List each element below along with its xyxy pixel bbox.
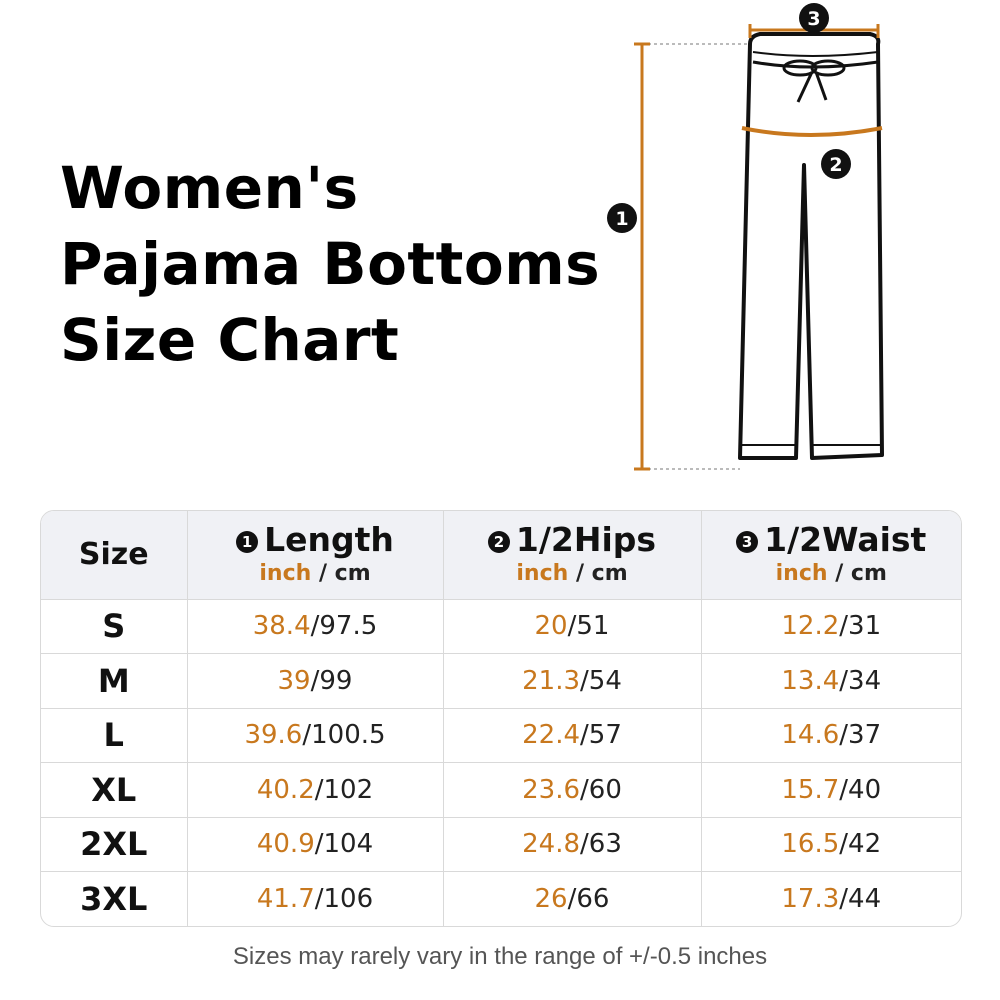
waist-column-header: 3 1/2Waist inch / cm [700, 511, 961, 599]
size-cell: XL [41, 762, 187, 817]
length-cell: 41.7/106 [186, 871, 443, 926]
svg-text:3: 3 [807, 8, 820, 30]
table-row: L 39.6/100.5 22.4/57 14.6/37 [41, 707, 961, 763]
table-body: S 38.4/97.5 20/51 12.2/31 M 39/99 21.3/5… [41, 598, 961, 926]
title-line-3: Size Chart [60, 306, 400, 374]
title-line-2: Pajama Bottoms [60, 230, 601, 298]
length-cell: 38.4/97.5 [186, 598, 443, 654]
length-cell: 39.6/100.5 [186, 707, 443, 763]
unit-label: inch / cm [259, 560, 371, 586]
size-column-header: Size [78, 537, 149, 573]
size-variance-note: Sizes may rarely vary in the range of +/… [232, 943, 768, 970]
number-2-icon: 2 [487, 530, 510, 553]
number-3-icon: 3 [736, 530, 759, 553]
waist-cell: 12.2/31 [700, 598, 961, 654]
table-row: S 38.4/97.5 20/51 12.2/31 [41, 598, 961, 654]
marker-2: 2 [821, 149, 851, 179]
length-cell: 40.9/104 [186, 816, 443, 872]
title-line-1: Women's [60, 154, 359, 222]
table-header-row: Size 1 Length inch / cm 2 1/2Hips inch / c… [41, 511, 961, 599]
size-cell: L [41, 707, 187, 763]
size-cell: M [41, 653, 187, 708]
waist-cell: 16.5/42 [700, 816, 961, 872]
marker-3: 3 [799, 3, 829, 33]
hip-measure-line [741, 126, 883, 137]
page-title: Women's Pajama Bottoms Size Chart [60, 150, 600, 378]
waist-cell: 13.4/34 [700, 653, 961, 708]
length-cell: 39/99 [186, 653, 443, 708]
length-cell: 40.2/102 [186, 762, 443, 817]
hips-cell: 24.8/63 [442, 816, 701, 872]
size-cell: 3XL [41, 871, 187, 926]
table-row: 2XL 40.9/104 24.8/63 16.5/42 [41, 816, 961, 872]
hips-label: 1/2Hips [515, 519, 657, 559]
length-column-header: 1 Length inch / cm [186, 511, 443, 599]
pants-outline [738, 32, 884, 460]
length-label: Length [264, 519, 394, 559]
waist-label: 1/2Waist [764, 519, 927, 559]
table-row: 3XL 41.7/106 26/66 17.3/44 [41, 871, 961, 926]
waist-cell: 15.7/40 [700, 762, 961, 817]
hips-cell: 23.6/60 [442, 762, 701, 817]
unit-label: inch / cm [775, 560, 887, 586]
hips-cell: 22.4/57 [442, 707, 701, 763]
table-row: XL 40.2/102 23.6/60 15.7/40 [41, 762, 961, 817]
svg-text:2: 2 [829, 154, 842, 176]
size-chart-table: Size 1 Length inch / cm 2 1/2Hips inch / c… [40, 510, 962, 927]
size-cell: 2XL [41, 816, 187, 872]
pajama-diagram: 3 2 1 [607, 3, 884, 471]
table-row: M 39/99 21.3/54 13.4/34 [41, 653, 961, 708]
size-cell: S [41, 598, 187, 654]
hips-cell: 21.3/54 [442, 653, 701, 708]
number-1-icon: 1 [236, 530, 259, 553]
drawstring [782, 59, 846, 103]
unit-label: inch / cm [516, 560, 628, 586]
hips-column-header: 2 1/2Hips inch / cm [442, 511, 701, 599]
marker-1: 1 [607, 203, 637, 233]
waist-cell: 14.6/37 [700, 707, 961, 763]
hips-cell: 26/66 [442, 871, 701, 926]
hips-cell: 20/51 [442, 598, 701, 654]
waist-cell: 17.3/44 [700, 871, 961, 926]
svg-text:1: 1 [615, 208, 628, 230]
